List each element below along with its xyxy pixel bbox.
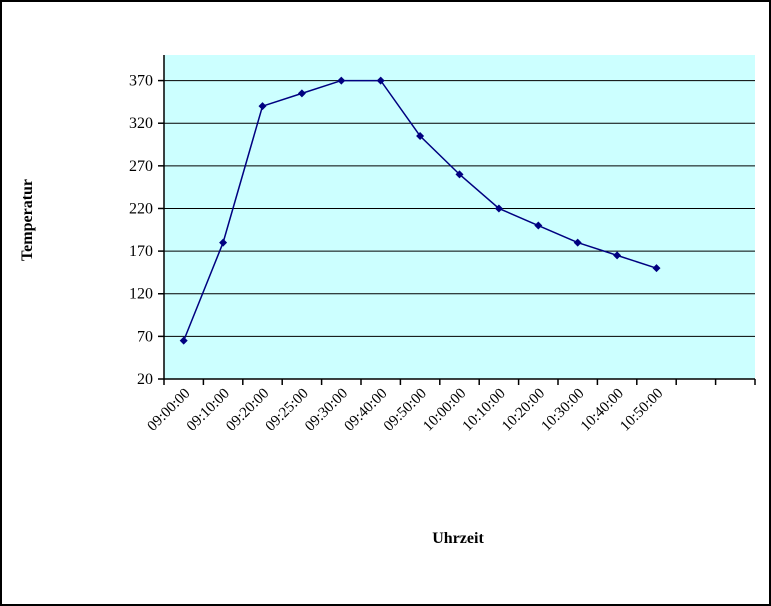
x-tick-label: 10:10:00: [460, 386, 509, 435]
x-tick-label: 10:20:00: [499, 386, 548, 435]
y-tick-label: 370: [129, 73, 153, 90]
data-point-marker: [376, 76, 385, 85]
data-point-marker: [613, 251, 622, 260]
x-tick-label: 10:50:00: [617, 386, 666, 435]
x-tick-label: 10:40:00: [578, 386, 627, 435]
data-point-marker: [573, 238, 582, 247]
data-point-marker: [337, 76, 346, 85]
y-tick-label: 320: [129, 115, 153, 132]
y-tick-label: 270: [129, 158, 153, 175]
y-tick-label: 220: [129, 200, 153, 217]
x-tick-label: 10:00:00: [420, 386, 469, 435]
x-tick-label: 09:20:00: [223, 386, 272, 435]
x-tick-label: 09:10:00: [184, 386, 233, 435]
x-tick-label: 09:50:00: [381, 386, 430, 435]
data-point-marker: [179, 336, 188, 345]
y-tick-label: 70: [137, 328, 153, 345]
x-tick-label: 09:30:00: [302, 386, 351, 435]
data-point-marker: [297, 89, 306, 98]
y-tick-label: 170: [129, 243, 153, 260]
data-point-marker: [219, 238, 228, 247]
y-tick-label: 120: [129, 286, 153, 303]
plot-area: [164, 55, 755, 379]
data-point-marker: [455, 170, 464, 179]
y-tick-label: 20: [137, 371, 153, 388]
x-axis-title: Uhrzeit: [432, 530, 484, 547]
data-point-marker: [534, 221, 543, 230]
y-axis-title: Temperatur: [19, 178, 36, 262]
x-tick-label: 09:40:00: [341, 386, 390, 435]
data-point-marker: [652, 264, 661, 273]
data-point-marker: [258, 102, 267, 111]
x-tick-label: 09:25:00: [263, 386, 312, 435]
data-point-marker: [416, 132, 425, 140]
x-tick-label: 09:00:00: [144, 386, 193, 435]
data-point-marker: [494, 204, 503, 213]
x-tick-label: 10:30:00: [538, 386, 587, 435]
